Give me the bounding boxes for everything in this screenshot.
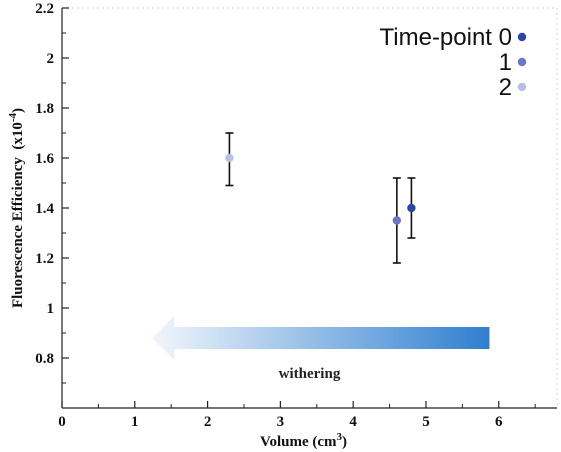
y-tick-label: 1.6	[35, 151, 54, 167]
x-tick-label: 6	[495, 414, 503, 430]
y-tick-label: 1	[47, 301, 55, 317]
y-tick-label: 0.8	[35, 351, 54, 367]
y-axis-label: Fluorescence Efficiency (x10-4)	[7, 108, 26, 308]
x-axis-label: Volume (cm3)	[260, 431, 347, 450]
data-point	[392, 216, 402, 225]
legend-marker	[517, 57, 527, 67]
x-tick-label: 5	[422, 414, 430, 430]
x-tick-label: 0	[58, 414, 66, 430]
y-tick-label: 1.2	[35, 251, 54, 267]
legend-marker	[517, 82, 527, 92]
withering-label: withering	[279, 366, 341, 382]
legend-marker	[517, 32, 527, 42]
y-tick-label: 1.8	[35, 101, 54, 117]
x-tick-label: 4	[349, 414, 357, 430]
data-point	[225, 153, 234, 163]
legend-label: 1	[499, 49, 512, 76]
withering-arrow	[152, 316, 490, 360]
x-tick-label: 1	[131, 414, 139, 430]
x-tick-label: 3	[277, 414, 285, 430]
y-tick-label: 2.2	[35, 1, 54, 17]
y-tick-label: 1.4	[35, 201, 54, 217]
y-tick-label: 2	[47, 51, 55, 67]
legend-label: 2	[499, 74, 512, 101]
legend-label: Time-point 0	[380, 24, 513, 51]
x-tick-label: 2	[204, 414, 212, 430]
data-point	[407, 203, 416, 213]
